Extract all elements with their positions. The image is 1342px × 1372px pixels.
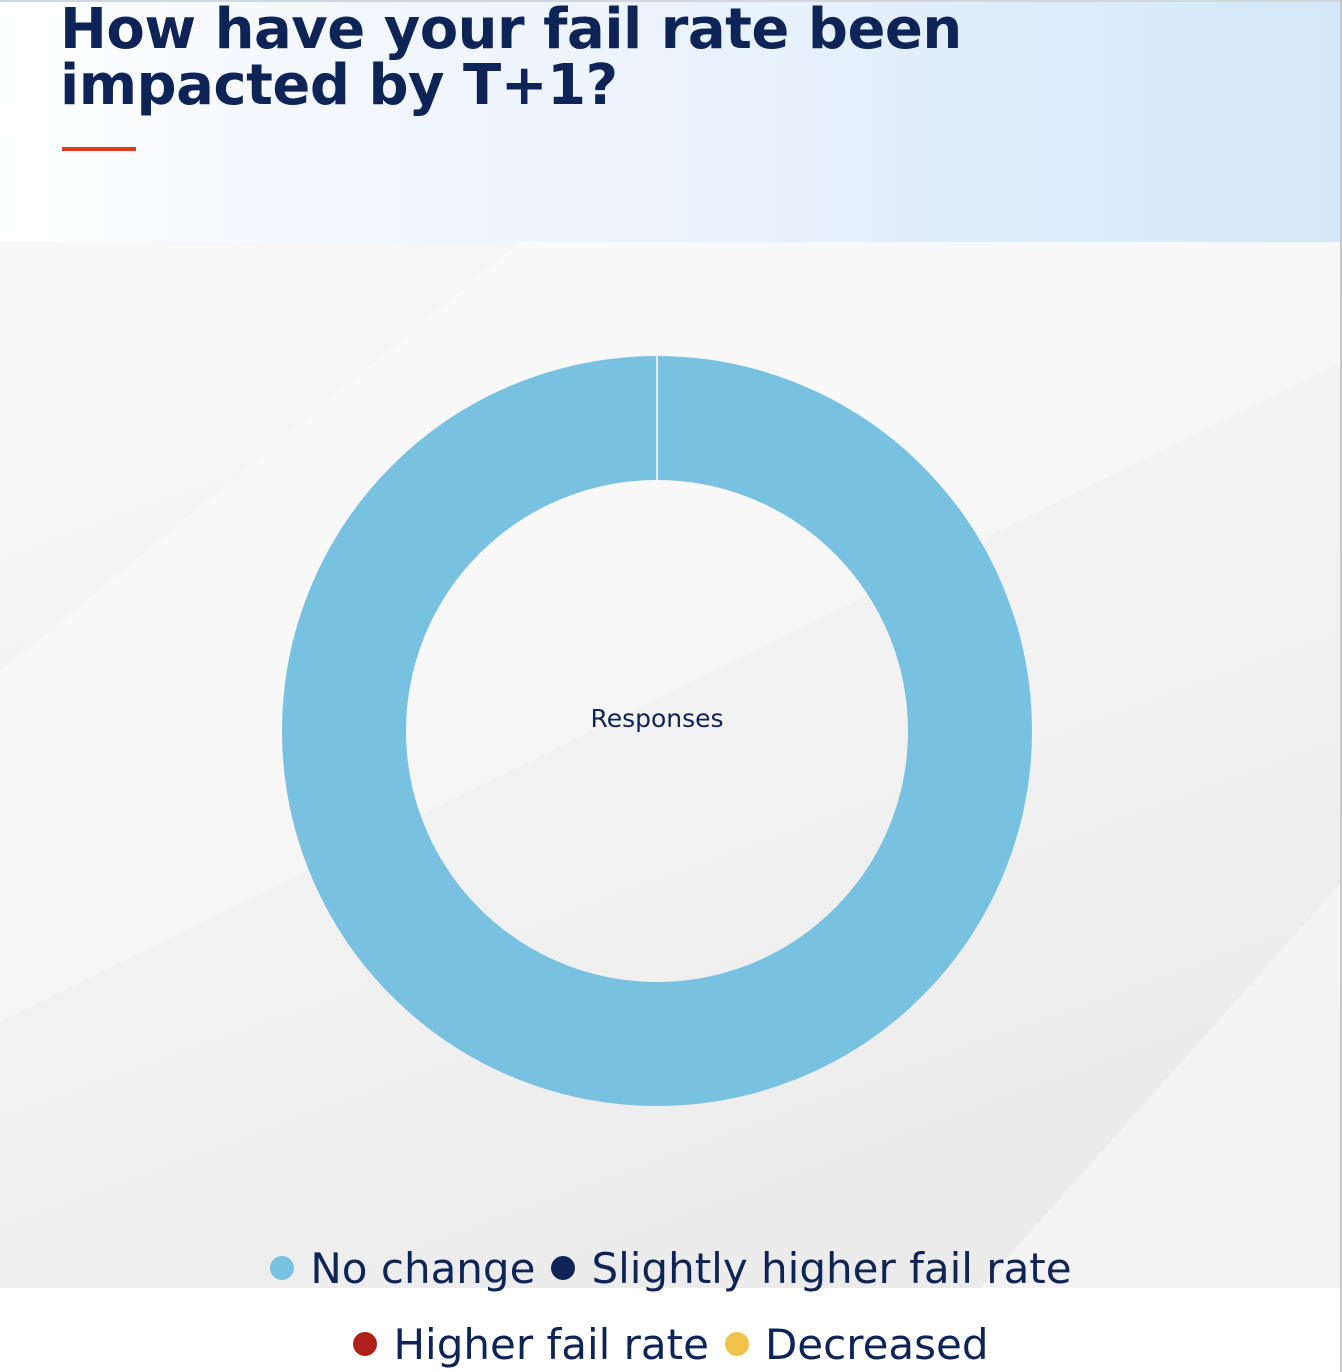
legend-item-slightly-higher[interactable]: Slightly higher fail rate: [551, 1243, 1072, 1293]
page-title: How have your fail rate been impacted by…: [60, 0, 962, 118]
legend-dot: [270, 1256, 295, 1280]
right-edge-border: [1340, 0, 1342, 1372]
donut-center-label: Responses: [590, 704, 724, 733]
legend-item-no-change[interactable]: No change: [270, 1244, 535, 1293]
legend-label: Higher fail rate: [393, 1319, 709, 1369]
legend-dot: [353, 1332, 378, 1356]
title-underline: [62, 147, 136, 151]
legend-label: No change: [310, 1243, 536, 1293]
legend-label: Decreased: [764, 1319, 989, 1369]
legend-band: [0, 1288, 1342, 1372]
legend-label: Slightly higher fail rate: [591, 1243, 1072, 1293]
legend-row-2: Higher fail rate Decreased: [0, 1316, 1342, 1372]
legend-dot: [551, 1256, 576, 1280]
header-band: How have your fail rate been impacted by…: [0, 0, 1342, 242]
legend-dot: [724, 1332, 749, 1356]
legend-row-1: No change Slightly higher fail rate: [0, 1240, 1342, 1296]
chart-area: Responses: [0, 242, 1342, 1288]
legend-item-decreased[interactable]: Decreased: [724, 1319, 989, 1369]
legend-item-higher[interactable]: Higher fail rate: [353, 1320, 709, 1369]
donut-chart: [282, 356, 1032, 1106]
